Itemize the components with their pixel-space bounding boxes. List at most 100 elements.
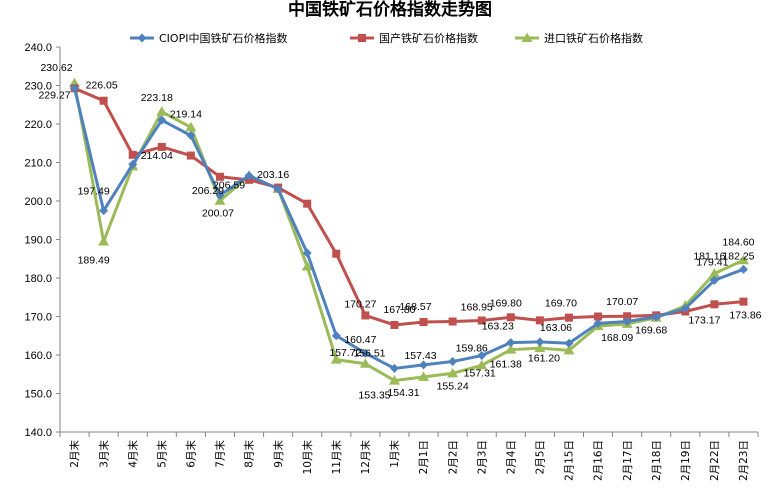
data-point xyxy=(273,184,283,194)
data-point xyxy=(156,106,168,116)
data-point xyxy=(737,254,749,265)
x-tick-label: 2月17日 xyxy=(622,440,634,481)
data-point xyxy=(476,359,488,370)
data-point xyxy=(157,142,166,151)
x-tick-label: 2月23日 xyxy=(738,440,750,481)
data-point xyxy=(215,172,224,181)
data-point xyxy=(98,235,110,246)
x-tick-label: 11月末 xyxy=(330,440,343,475)
data-point xyxy=(157,115,167,125)
data-point xyxy=(447,367,459,378)
data-point xyxy=(128,159,138,169)
data-point xyxy=(419,318,428,327)
x-tick-label: 2月末 xyxy=(68,440,81,468)
data-point xyxy=(215,190,225,200)
series-line xyxy=(73,86,744,327)
data-point xyxy=(128,150,137,159)
x-axis-ticks: 2月末 3月末 4月末 5月末 6月末 7月末 8月末 9月末 10月末 11月末 12月末 1月末 2… xyxy=(59,432,759,481)
x-tick-label: 2月22日 xyxy=(709,440,721,481)
y-tick-label: 150.0 xyxy=(24,389,52,401)
data-label: 206.29 xyxy=(192,185,224,197)
x-tick-label: 2月2日 xyxy=(447,440,459,474)
legend-item: 国产铁矿石价格指数 xyxy=(350,31,478,45)
legend-item: CIOPI中国铁矿石价格指数 xyxy=(130,31,287,45)
x-tick-label: 12月末 xyxy=(359,440,372,475)
data-label: 184.60 xyxy=(722,236,754,248)
data-point xyxy=(303,199,312,208)
y-tick-label: 190.0 xyxy=(24,235,52,247)
data-point xyxy=(708,268,720,278)
data-point xyxy=(535,337,545,347)
data-point xyxy=(623,312,632,321)
data-point xyxy=(360,348,370,358)
data-point xyxy=(214,195,226,205)
series-square xyxy=(70,84,748,329)
data-point xyxy=(244,171,254,181)
legend-marker xyxy=(358,34,366,42)
x-tick-label: 2月3日 xyxy=(476,440,488,474)
data-point xyxy=(302,248,312,258)
data-labels: 230.62 229.27 226.05 197.49 189.49 223.18 214.… xyxy=(38,62,761,401)
data-label: 168.09 xyxy=(601,332,633,344)
data-label: 153.35 xyxy=(358,390,390,402)
chart-title: 中国铁矿石价格指数走势图 xyxy=(288,0,492,20)
data-label: 173.17 xyxy=(688,314,720,326)
data-label: 203.16 xyxy=(257,169,289,181)
data-point xyxy=(388,375,400,385)
data-point xyxy=(301,260,313,271)
data-point xyxy=(534,342,546,353)
data-label: 181.16 xyxy=(693,251,725,263)
data-label: 206.59 xyxy=(213,180,245,192)
y-tick-label: 210.0 xyxy=(24,158,52,170)
data-point xyxy=(185,121,197,132)
x-tick-label: 2月19日 xyxy=(680,440,692,481)
data-point xyxy=(564,338,574,348)
data-label: 157.31 xyxy=(464,367,496,379)
x-tick-label: 2月18日 xyxy=(651,440,663,481)
legend-label: CIOPI中国铁矿石价格指数 xyxy=(159,31,287,45)
data-label: 230.62 xyxy=(40,62,72,74)
data-label: 173.86 xyxy=(729,310,761,322)
data-point xyxy=(361,311,370,320)
data-label: 168.57 xyxy=(399,301,431,313)
x-tick-label: 7月末 xyxy=(214,440,227,468)
data-point xyxy=(709,275,719,285)
y-tick-label: 240.0 xyxy=(24,42,52,54)
data-point xyxy=(418,371,430,381)
data-label: 200.07 xyxy=(202,208,234,220)
data-point xyxy=(448,317,457,326)
y-tick-label: 230.0 xyxy=(24,81,52,93)
data-label: 163.06 xyxy=(540,322,572,334)
data-label: 159.86 xyxy=(456,343,488,355)
x-tick-label: 8月末 xyxy=(243,440,256,468)
x-tick-label: 3月末 xyxy=(97,440,110,468)
legend-marker xyxy=(137,33,147,43)
data-label: 229.27 xyxy=(38,89,70,101)
legend-marker xyxy=(521,32,533,42)
data-label: 161.38 xyxy=(490,359,522,371)
data-point xyxy=(99,96,108,105)
data-label: 226.05 xyxy=(86,80,118,92)
data-point xyxy=(70,83,80,93)
series-line xyxy=(73,87,744,370)
series-layer xyxy=(69,77,749,385)
data-label: 182.25 xyxy=(722,250,754,262)
data-label: 168.95 xyxy=(461,302,493,314)
series-diamond xyxy=(70,83,748,373)
x-tick-label: 1月末 xyxy=(388,440,401,468)
data-label: 154.31 xyxy=(387,387,419,399)
y-tick-label: 170.0 xyxy=(24,312,52,324)
data-point xyxy=(186,151,195,160)
data-point xyxy=(594,312,603,321)
data-point xyxy=(593,318,603,328)
y-tick-label: 140.0 xyxy=(24,427,52,439)
x-tick-label: 2月4日 xyxy=(505,440,517,474)
y-tick-label: 200.0 xyxy=(24,196,52,208)
data-label: 214.04 xyxy=(141,150,173,162)
x-tick-label: 5月末 xyxy=(155,440,168,468)
legend: CIOPI中国铁矿石价格指数 国产铁矿石价格指数 进口铁矿石价格指数 xyxy=(130,31,643,45)
data-label: 223.18 xyxy=(141,92,173,104)
data-label: 189.49 xyxy=(78,254,110,266)
